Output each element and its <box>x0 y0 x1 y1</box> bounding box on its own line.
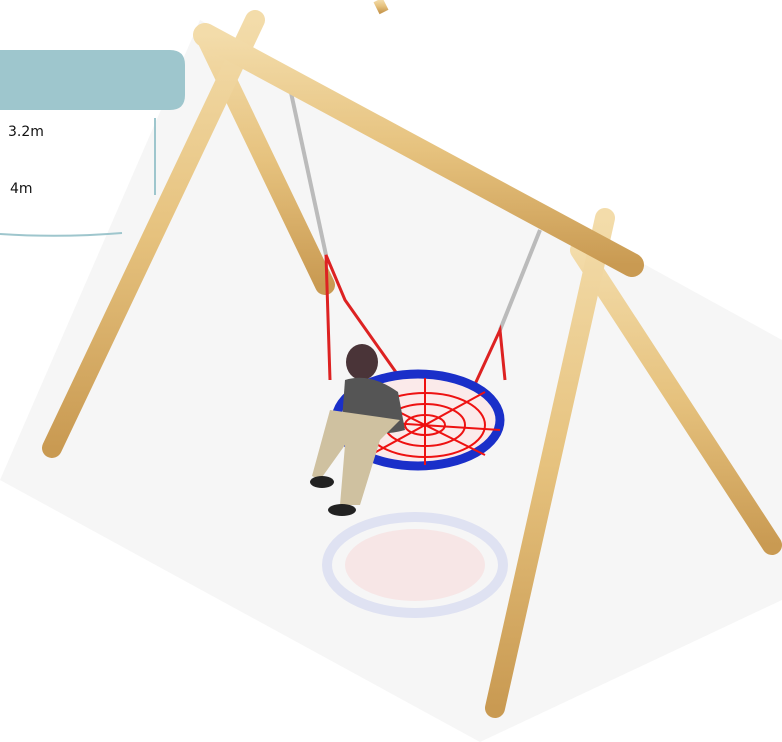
product-image: 3.2m 4m <box>0 0 782 742</box>
info-border <box>0 233 122 236</box>
swing-illustration <box>0 0 782 742</box>
post-top <box>378 0 384 12</box>
info-header <box>0 50 185 110</box>
spec-height: 3.2m <box>8 124 44 140</box>
spec-length: 4m <box>10 181 33 197</box>
reflection <box>345 529 485 601</box>
